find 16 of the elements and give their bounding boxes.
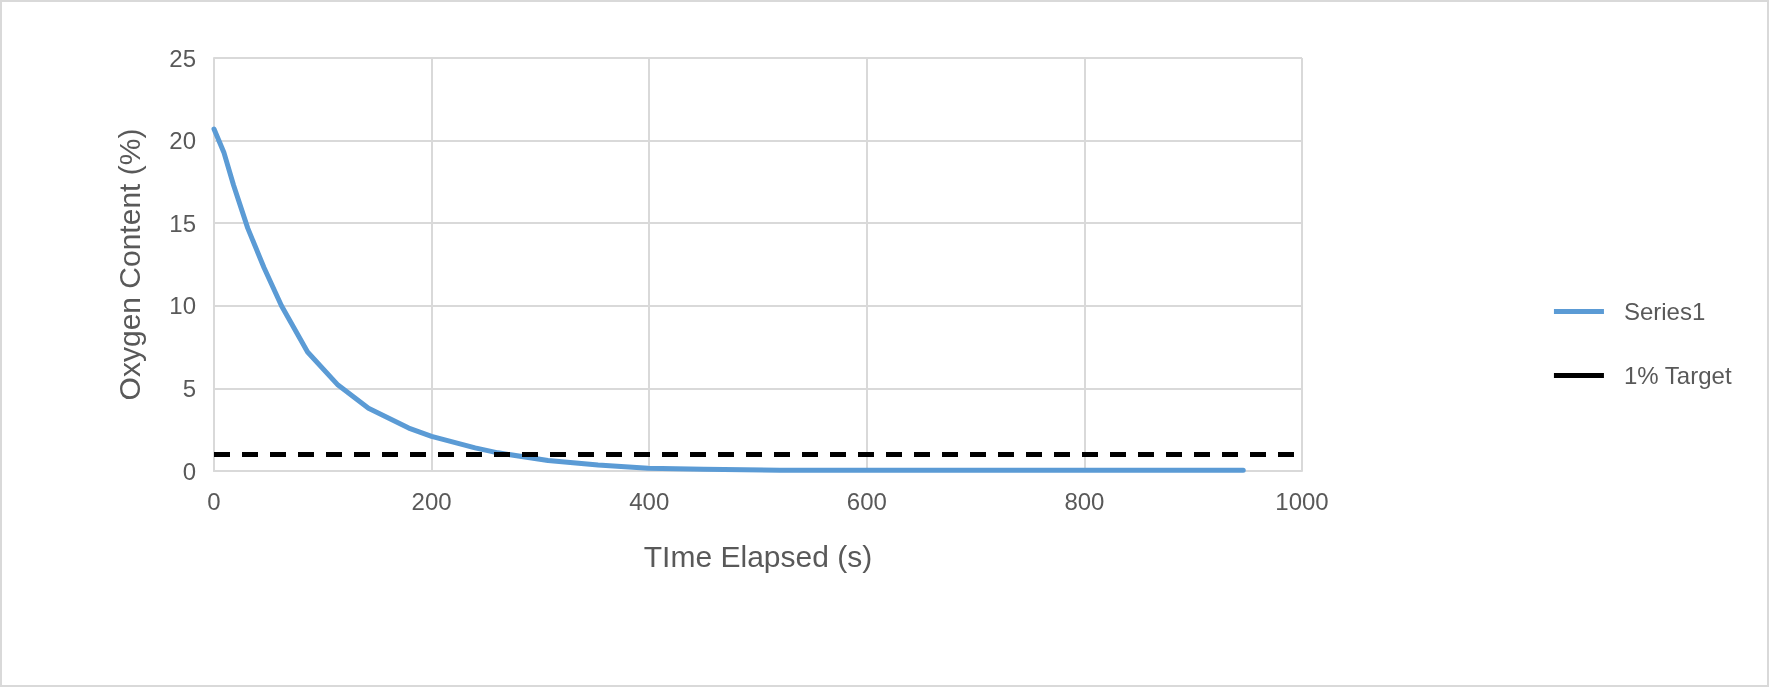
y-tick-label: 5: [182, 374, 196, 402]
legend-label: 1% Target: [1623, 362, 1732, 389]
y-tick-label: 25: [169, 44, 196, 72]
y-tick-label: 10: [169, 292, 196, 320]
x-tick-label: 1000: [1275, 487, 1329, 515]
y-axis-title: Oxygen Content (%): [112, 128, 146, 401]
x-tick-label: 400: [629, 487, 670, 515]
y-tick-label: 20: [169, 127, 196, 155]
x-tick-label: 200: [411, 487, 452, 515]
y-tick-label: 15: [169, 209, 196, 237]
x-tick-label: 600: [846, 487, 887, 515]
x-tick-label: 800: [1064, 487, 1105, 515]
x-axis-title: TIme Elapsed (s): [643, 539, 873, 573]
legend-label: Series1: [1623, 298, 1706, 325]
y-tick-label: 0: [182, 457, 196, 485]
x-tick-label: 0: [207, 487, 221, 515]
